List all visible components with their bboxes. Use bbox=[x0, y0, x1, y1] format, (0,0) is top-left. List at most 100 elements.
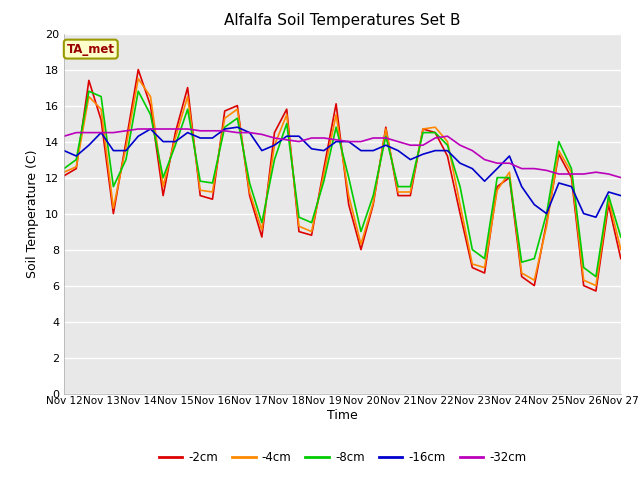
-2cm bbox=[493, 184, 501, 190]
-2cm bbox=[271, 130, 278, 135]
-16cm bbox=[209, 135, 216, 141]
-8cm bbox=[246, 180, 253, 186]
-32cm bbox=[394, 139, 402, 144]
-2cm bbox=[568, 175, 575, 180]
-2cm bbox=[345, 202, 353, 207]
-8cm bbox=[431, 130, 439, 135]
-16cm bbox=[518, 184, 525, 190]
-8cm bbox=[357, 228, 365, 234]
-32cm bbox=[221, 128, 228, 133]
Line: -2cm: -2cm bbox=[64, 70, 621, 291]
-32cm bbox=[159, 126, 167, 132]
-16cm bbox=[357, 148, 365, 154]
-4cm bbox=[345, 192, 353, 199]
Legend: -2cm, -4cm, -8cm, -16cm, -32cm: -2cm, -4cm, -8cm, -16cm, -32cm bbox=[154, 446, 531, 469]
-8cm bbox=[134, 88, 142, 94]
-16cm bbox=[283, 133, 291, 139]
-8cm bbox=[72, 156, 80, 162]
-32cm bbox=[184, 126, 191, 132]
-16cm bbox=[468, 166, 476, 171]
-8cm bbox=[159, 175, 167, 180]
-8cm bbox=[580, 264, 588, 270]
-2cm bbox=[72, 166, 80, 171]
-8cm bbox=[555, 139, 563, 144]
-32cm bbox=[60, 133, 68, 139]
-4cm bbox=[518, 270, 525, 276]
-16cm bbox=[134, 133, 142, 139]
-2cm bbox=[221, 108, 228, 114]
-4cm bbox=[468, 261, 476, 267]
-4cm bbox=[295, 223, 303, 229]
-32cm bbox=[134, 126, 142, 132]
-16cm bbox=[580, 211, 588, 216]
-32cm bbox=[234, 130, 241, 135]
-32cm bbox=[246, 130, 253, 135]
-2cm bbox=[159, 192, 167, 199]
-2cm bbox=[320, 166, 328, 171]
-4cm bbox=[543, 223, 550, 229]
-32cm bbox=[122, 128, 130, 133]
-32cm bbox=[617, 175, 625, 180]
Title: Alfalfa Soil Temperatures Set B: Alfalfa Soil Temperatures Set B bbox=[224, 13, 461, 28]
-4cm bbox=[568, 169, 575, 175]
Line: -8cm: -8cm bbox=[64, 91, 621, 276]
-4cm bbox=[592, 283, 600, 288]
-2cm bbox=[369, 202, 377, 207]
-2cm bbox=[382, 124, 390, 130]
-8cm bbox=[85, 88, 93, 94]
-2cm bbox=[97, 117, 105, 123]
-2cm bbox=[357, 247, 365, 252]
-32cm bbox=[531, 166, 538, 171]
-16cm bbox=[234, 124, 241, 130]
-4cm bbox=[555, 148, 563, 154]
-16cm bbox=[332, 139, 340, 144]
-16cm bbox=[221, 126, 228, 132]
-8cm bbox=[283, 120, 291, 126]
-2cm bbox=[172, 130, 179, 135]
-2cm bbox=[481, 270, 488, 276]
-32cm bbox=[382, 135, 390, 141]
-4cm bbox=[617, 247, 625, 252]
-8cm bbox=[592, 274, 600, 279]
-2cm bbox=[617, 256, 625, 262]
-4cm bbox=[431, 124, 439, 130]
-32cm bbox=[85, 130, 93, 135]
-8cm bbox=[518, 259, 525, 265]
-4cm bbox=[444, 139, 451, 144]
-32cm bbox=[406, 142, 414, 148]
-2cm bbox=[122, 139, 130, 144]
-32cm bbox=[518, 166, 525, 171]
-4cm bbox=[493, 187, 501, 193]
-8cm bbox=[60, 166, 68, 171]
-4cm bbox=[221, 115, 228, 121]
-8cm bbox=[568, 166, 575, 171]
-32cm bbox=[345, 139, 353, 144]
-16cm bbox=[456, 160, 464, 166]
-8cm bbox=[209, 180, 216, 186]
-8cm bbox=[320, 178, 328, 184]
-16cm bbox=[617, 192, 625, 199]
-32cm bbox=[295, 139, 303, 144]
-8cm bbox=[196, 178, 204, 184]
-16cm bbox=[431, 148, 439, 154]
-8cm bbox=[617, 234, 625, 240]
-8cm bbox=[493, 175, 501, 180]
-16cm bbox=[444, 148, 451, 154]
-32cm bbox=[97, 130, 105, 135]
-4cm bbox=[481, 264, 488, 270]
-4cm bbox=[97, 106, 105, 112]
-32cm bbox=[283, 137, 291, 143]
-32cm bbox=[308, 135, 316, 141]
-2cm bbox=[134, 67, 142, 72]
-32cm bbox=[493, 160, 501, 166]
Y-axis label: Soil Temperature (C): Soil Temperature (C) bbox=[26, 149, 40, 278]
-8cm bbox=[122, 156, 130, 162]
-16cm bbox=[258, 148, 266, 154]
-8cm bbox=[234, 115, 241, 121]
-4cm bbox=[419, 126, 427, 132]
-4cm bbox=[60, 169, 68, 175]
-16cm bbox=[308, 146, 316, 152]
-32cm bbox=[271, 135, 278, 141]
-32cm bbox=[320, 135, 328, 141]
-16cm bbox=[406, 156, 414, 162]
